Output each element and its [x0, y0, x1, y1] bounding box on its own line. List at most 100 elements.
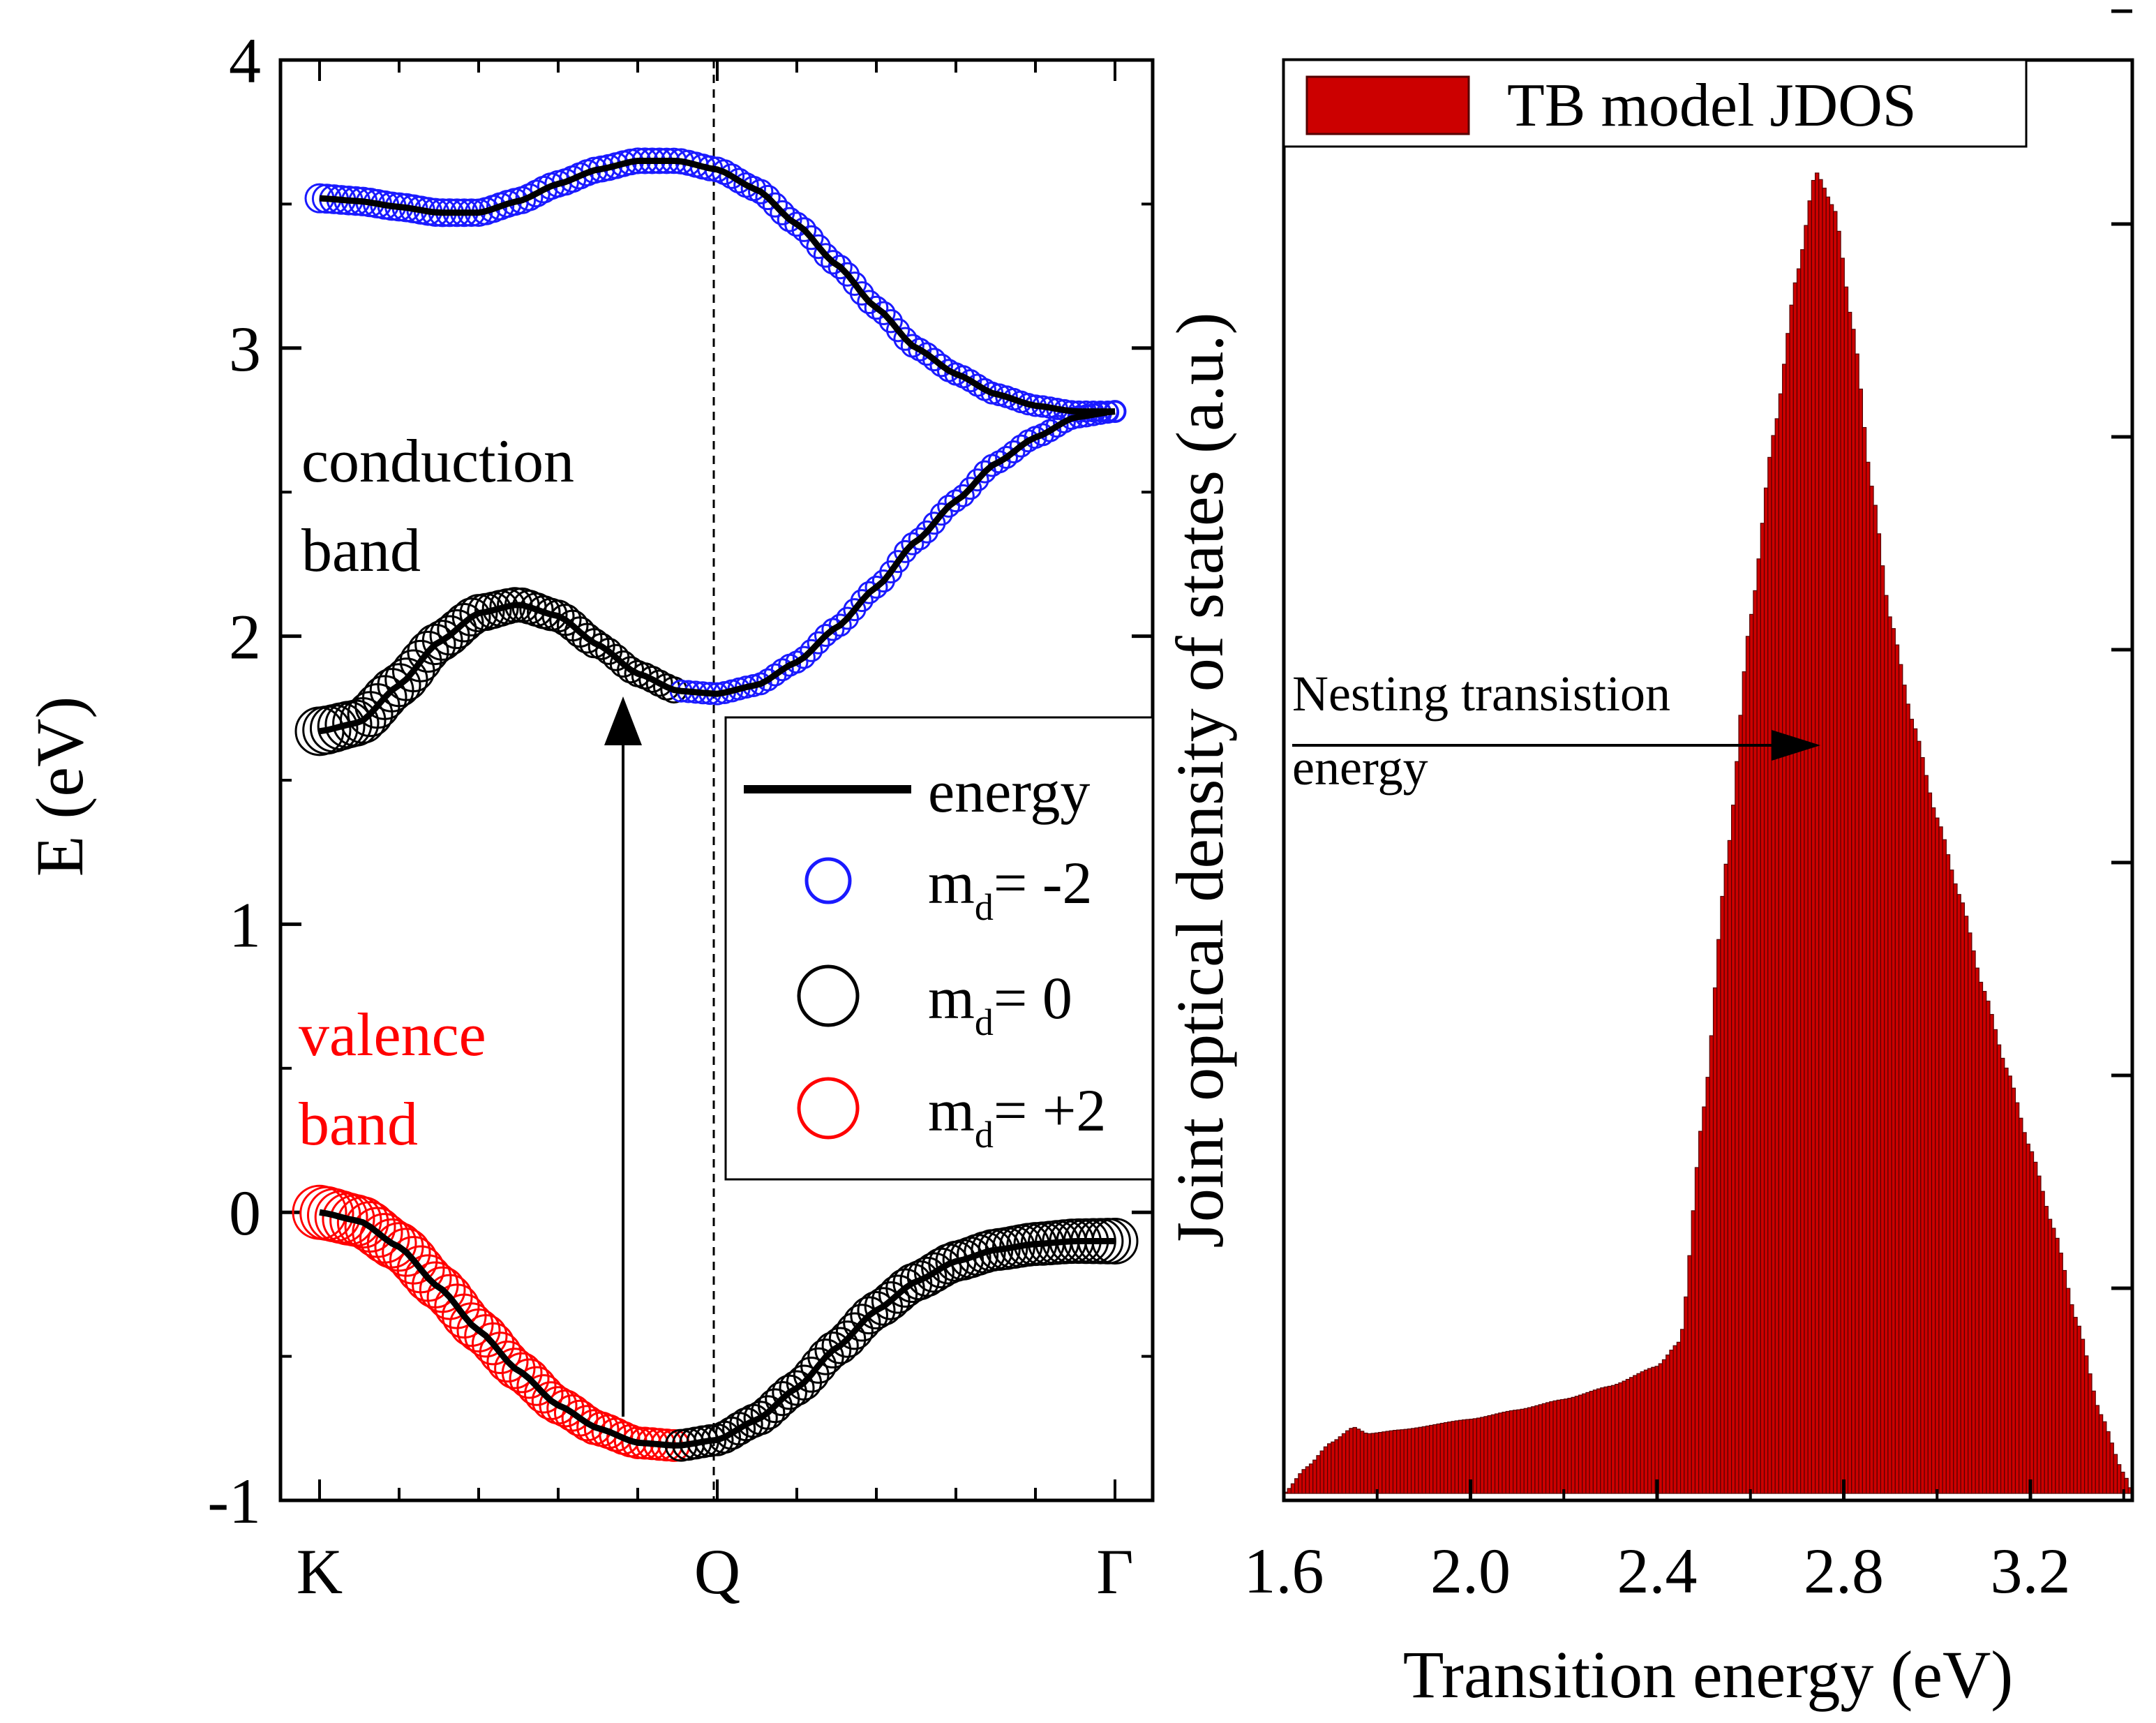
- jdos-bar: [2037, 1175, 2042, 1494]
- band-projection-circle: [743, 1401, 778, 1435]
- jdos-bar: [1647, 1368, 1652, 1494]
- jdos-bar: [1388, 1430, 1394, 1494]
- jdos-bar: [2051, 1228, 2056, 1494]
- band-projection-circle: [915, 520, 939, 544]
- band-projection-circle: [785, 650, 809, 674]
- band-projection-circle: [1002, 440, 1026, 463]
- band-projection-circle: [770, 658, 794, 682]
- jdos-bar: [1982, 991, 1987, 1494]
- jdos-bar: [1502, 1411, 1506, 1494]
- jdos-bar: [1876, 533, 1882, 1494]
- valence-band-label-line2: band: [299, 1091, 418, 1158]
- band-projection-circle: [377, 663, 421, 708]
- jdos-bar: [1552, 1400, 1557, 1494]
- jdos-bar: [1319, 1450, 1324, 1494]
- jdos-bar: [1731, 805, 1736, 1494]
- conduction-band-label-line1: conduction: [301, 428, 574, 495]
- jdos-bar: [1814, 172, 1820, 1494]
- band-projection-circle: [850, 1296, 888, 1335]
- band-projection-circle: [800, 639, 823, 662]
- jdos-bar: [1545, 1402, 1550, 1494]
- jdos-bar: [1723, 863, 1728, 1494]
- jdos-bar: [1596, 1388, 1601, 1494]
- band-projection-circle: [835, 1312, 874, 1350]
- band-projection-circle: [814, 1332, 852, 1368]
- jdos-bar: [1523, 1408, 1529, 1494]
- jdos-bar: [1294, 1478, 1299, 1494]
- jdos-bar: [1370, 1433, 1376, 1494]
- band-projection-circle: [951, 484, 975, 507]
- jdos-bar: [1643, 1369, 1649, 1494]
- jdos-bar: [1578, 1394, 1583, 1494]
- band-projection-circle: [757, 1388, 793, 1424]
- jdos-bar: [2026, 1143, 2030, 1494]
- jdos-bar: [2007, 1075, 2012, 1494]
- jdos-x-ticks: 1.6 2.0 2.4 2.8 3.2: [1244, 1479, 2125, 1606]
- band-energy-lines: [319, 158, 1116, 1449]
- jdos-bar: [1363, 1432, 1368, 1494]
- jdos-bar: [1661, 1359, 1667, 1494]
- jdos-bar: [1735, 761, 1739, 1494]
- band-projection-circle: [399, 639, 442, 683]
- jdos-bar: [2014, 1102, 2020, 1494]
- legend-energy-label: energy: [928, 758, 1090, 825]
- jdos-bar: [2000, 1057, 2005, 1494]
- jdos-bar: [1615, 1383, 1619, 1494]
- jdos-bar: [1789, 304, 1794, 1494]
- jdos-bar: [1786, 333, 1790, 1494]
- jdos-bar: [1760, 523, 1765, 1494]
- band-projection-circle: [784, 211, 809, 237]
- band-projection-circle: [750, 1395, 786, 1430]
- jdos-bar: [1920, 756, 1925, 1494]
- nesting-annotation-line2: energy: [1292, 740, 1428, 796]
- band-projection-circle: [836, 606, 860, 630]
- jdos-bar: [1843, 286, 1849, 1494]
- jdos-bar: [1312, 1459, 1317, 1494]
- band-x-tick-label: Γ: [1096, 1536, 1133, 1607]
- jdos-bar: [1367, 1433, 1372, 1494]
- jdos-bar: [1665, 1355, 1670, 1494]
- jdos-bar: [2098, 1414, 2104, 1494]
- band-energy-line: [319, 408, 1116, 735]
- band-projection-circle: [828, 613, 852, 637]
- jdos-bar: [1891, 628, 1896, 1494]
- jdos-bar: [2091, 1390, 2096, 1494]
- jdos-bar: [1378, 1431, 1383, 1494]
- jdos-bar: [1447, 1422, 1452, 1494]
- band-projection-circle: [748, 179, 774, 204]
- valence-band-label-line1: valence: [299, 1001, 486, 1069]
- jdos-bar: [1858, 388, 1863, 1494]
- jdos-bar: [1851, 329, 1856, 1494]
- jdos-bar: [1462, 1419, 1467, 1494]
- jdos-bar: [1993, 1029, 1998, 1494]
- jdos-bar: [1454, 1420, 1459, 1494]
- jdos-bar: [1443, 1422, 1448, 1494]
- band-projection-circle: [959, 477, 982, 500]
- band-projection-circle: [591, 1414, 627, 1449]
- band-y-tick-label: -1: [207, 1465, 261, 1537]
- jdos-x-tick-label: 2.4: [1617, 1535, 1698, 1606]
- jdos-bar: [1917, 740, 1922, 1494]
- jdos-bar: [1407, 1428, 1412, 1494]
- band-projection-circle: [449, 1302, 494, 1347]
- jdos-bar: [1298, 1473, 1303, 1494]
- jdos-bar: [1600, 1387, 1605, 1494]
- jdos-bar: [1403, 1429, 1408, 1494]
- band-x-tick-label: Q: [694, 1536, 740, 1607]
- jdos-bar: [1694, 1167, 1700, 1494]
- band-projection-circle: [885, 318, 911, 343]
- jdos-bar: [1931, 807, 1936, 1494]
- jdos-bar: [1414, 1427, 1419, 1494]
- band-projection-circle: [426, 1274, 473, 1320]
- jdos-bar: [1633, 1375, 1638, 1494]
- jdos-bar: [1782, 364, 1787, 1494]
- band-projection-circle: [407, 630, 449, 673]
- jdos-bar: [1800, 249, 1805, 1494]
- jdos-bar: [1873, 505, 1878, 1494]
- jdos-y-axis-label: Joint optical density of states (a.u.): [1162, 312, 1237, 1248]
- jdos-bar: [1702, 1106, 1707, 1494]
- jdos-bar: [2083, 1355, 2089, 1494]
- jdos-bar: [2040, 1191, 2045, 1494]
- jdos-bar: [1906, 703, 1910, 1494]
- band-y-tick-label: 2: [229, 602, 261, 673]
